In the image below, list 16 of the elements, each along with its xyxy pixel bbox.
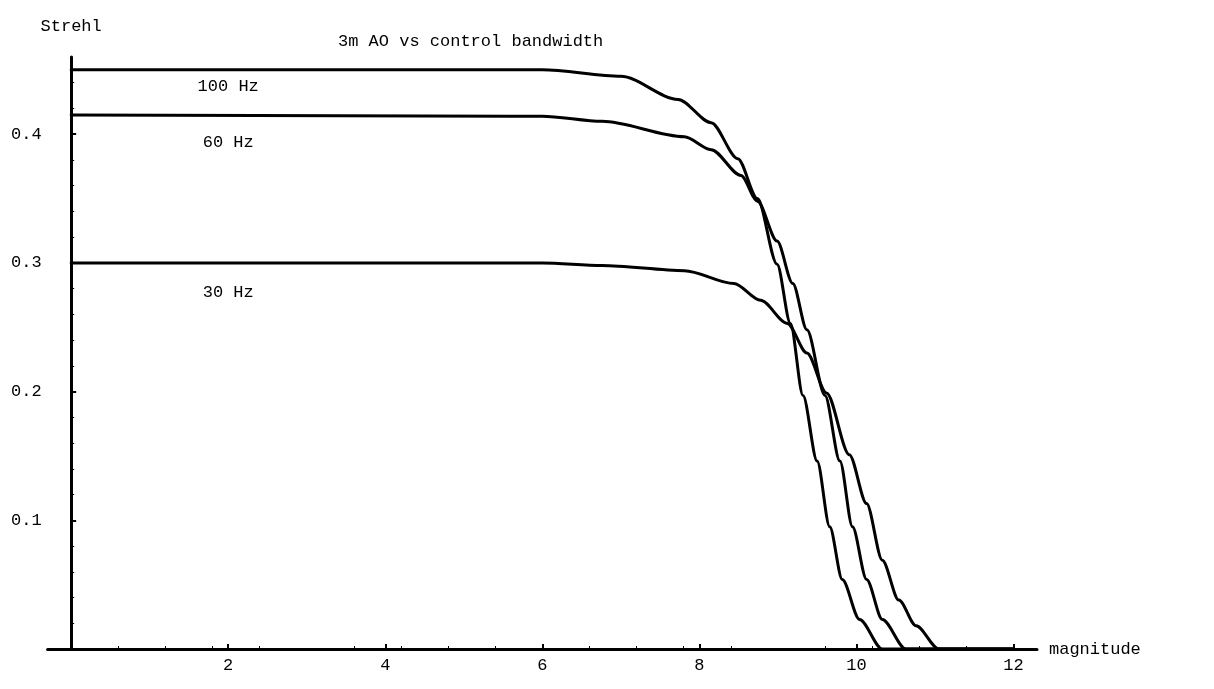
y-tick-label: 0.2 <box>11 382 42 402</box>
y-axis-title: Strehl <box>40 17 102 36</box>
x-tick-label: 12 <box>1003 656 1024 675</box>
x-tick-label: 10 <box>846 656 867 675</box>
x-axis-title: magnitude <box>1049 639 1141 659</box>
series-label: 60 Hz <box>202 133 254 153</box>
x-tick-label: 4 <box>380 656 391 675</box>
series-label: 30 Hz <box>202 283 254 303</box>
y-tick-label: 0.3 <box>11 253 42 273</box>
y-tick-label: 0.1 <box>11 510 42 530</box>
y-tick-label: 0.4 <box>11 124 42 144</box>
x-tick-label: 2 <box>223 656 234 675</box>
series-label: 100 Hz <box>197 77 259 97</box>
x-tick-label: 8 <box>694 656 705 675</box>
chart-title: 3m AO vs control bandwidth <box>338 32 604 51</box>
x-tick-label: 6 <box>537 656 548 675</box>
